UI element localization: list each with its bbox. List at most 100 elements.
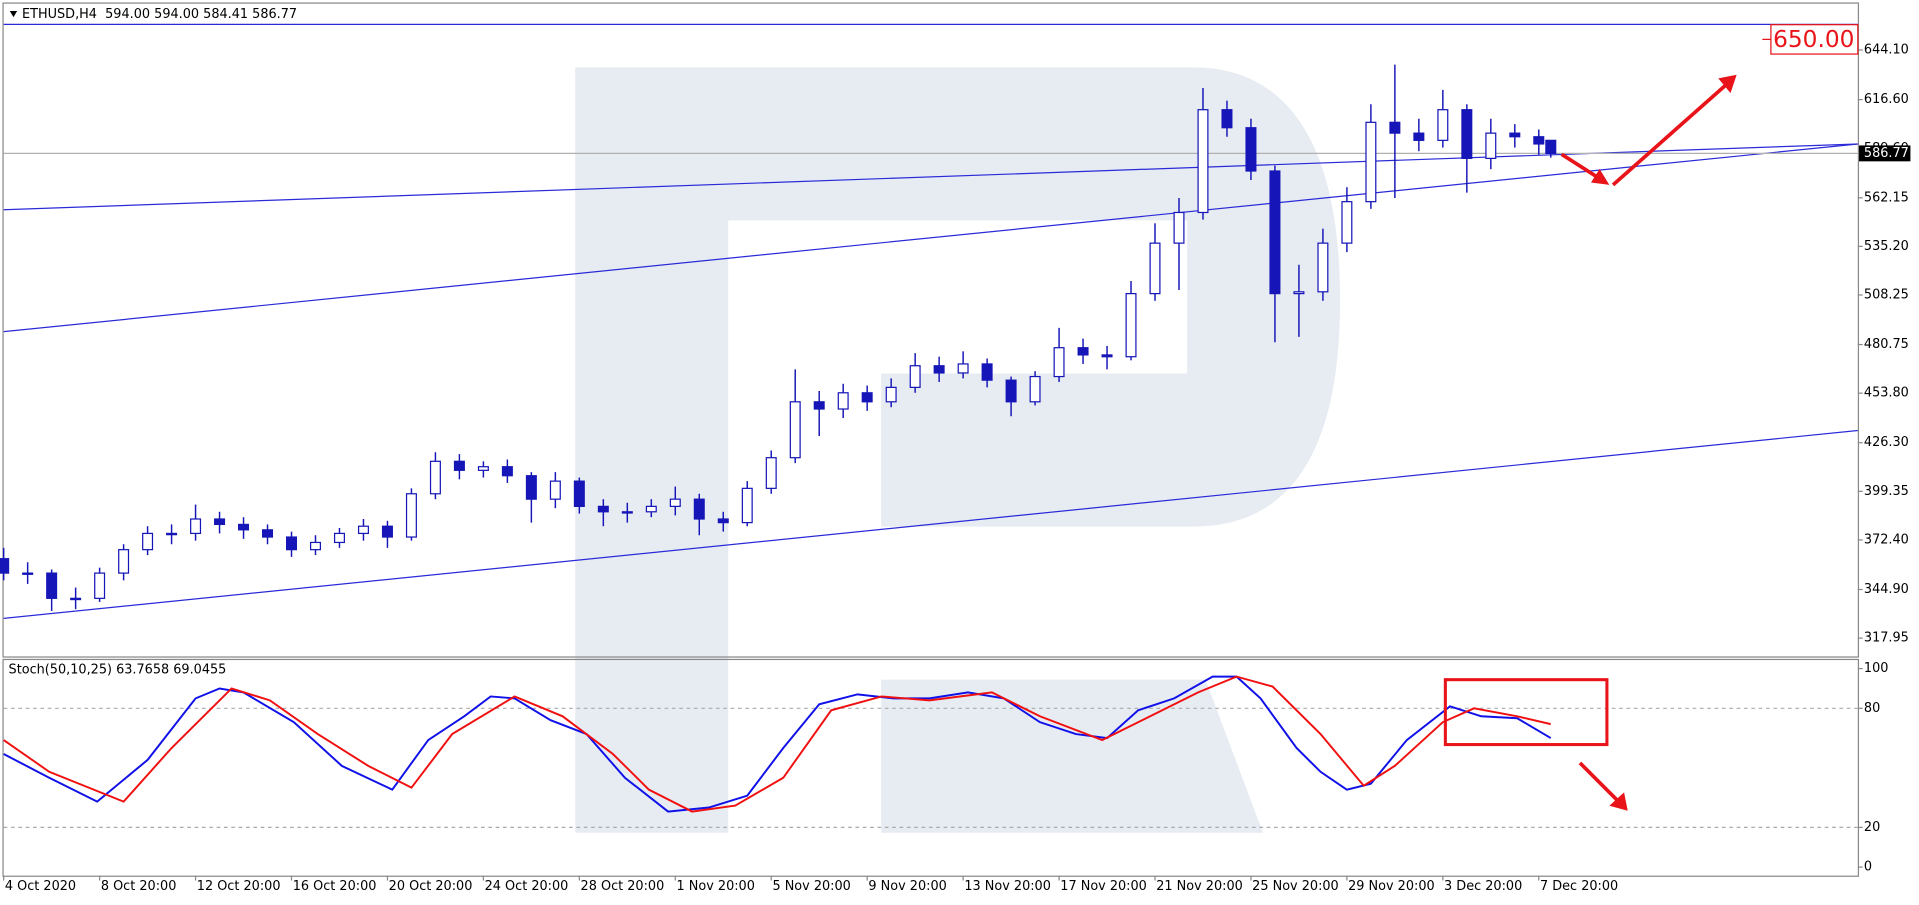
x-tick-label: 9 Nov 20:00 — [868, 879, 946, 894]
candle-body — [1509, 132, 1521, 138]
candle-body — [262, 529, 274, 538]
x-tick-label: 3 Dec 20:00 — [1444, 879, 1522, 894]
arrow-head — [1718, 74, 1737, 94]
y-tick-label: 426.30 — [1864, 435, 1909, 450]
candle-body — [1293, 291, 1305, 295]
y-tick-label: 372.40 — [1864, 532, 1909, 547]
arrow-head — [1609, 792, 1628, 811]
candle-body — [1437, 109, 1449, 141]
arrow — [1578, 761, 1625, 808]
candle-body — [1413, 132, 1425, 141]
candle-body — [1533, 136, 1545, 145]
x-tick-label: 25 Nov 20:00 — [1252, 879, 1339, 894]
candle-body — [285, 536, 298, 551]
watermark — [575, 67, 1341, 833]
candle-body — [70, 597, 82, 601]
candle-body — [429, 460, 441, 495]
candle-body — [1485, 132, 1497, 159]
last-price-box — [1859, 145, 1911, 162]
y-tick-label: 344.90 — [1864, 582, 1909, 597]
candle-body — [837, 392, 849, 410]
candle-body — [1245, 127, 1257, 172]
y-tick-label: 20 — [1864, 820, 1880, 835]
candle-body — [0, 558, 10, 574]
x-tick-label: 13 Nov 20:00 — [964, 879, 1051, 894]
candle-body — [1365, 121, 1377, 203]
candle-body — [118, 549, 130, 574]
stoch-panel-frame — [2, 658, 1860, 877]
drawings — [1443, 74, 1737, 811]
candle-body — [885, 386, 897, 403]
candle-body — [861, 392, 873, 403]
candle-body — [1077, 347, 1089, 356]
arrow-head — [1591, 168, 1610, 185]
y-tick-label: 535.20 — [1864, 239, 1909, 254]
y-tick-label: 480.75 — [1864, 337, 1909, 352]
y-tick-label: 644.10 — [1864, 43, 1909, 58]
candle-body — [1005, 379, 1017, 403]
candle-body — [309, 541, 321, 551]
channel-line — [3, 143, 1858, 211]
candle-body — [669, 498, 681, 507]
candle-body — [94, 572, 106, 599]
candle-body — [789, 401, 801, 459]
candle-body — [453, 460, 465, 471]
x-tick-label: 16 Oct 20:00 — [293, 879, 377, 894]
y-tick-label: 508.25 — [1864, 287, 1909, 302]
y-tick-label: 80 — [1864, 701, 1880, 716]
x-tick-label: 1 Nov 20:00 — [677, 879, 755, 894]
candle-body — [1197, 109, 1209, 214]
watermark-logo — [881, 679, 1264, 833]
candle-body — [717, 518, 729, 524]
stoch-line — [3, 675, 1552, 813]
candle-body — [741, 487, 753, 524]
channel-line — [3, 143, 1858, 333]
candle-body — [46, 572, 58, 599]
x-tick-label: 28 Oct 20:00 — [581, 879, 665, 894]
chart-title: ETHUSD,H4 594.00 594.00 584.41 586.77 — [22, 7, 297, 22]
candle-body — [1125, 293, 1137, 358]
candle-body — [190, 518, 202, 535]
last-price-label: 586.77 — [1864, 146, 1909, 161]
candle-body — [333, 532, 345, 544]
candle-body — [981, 363, 993, 381]
candle-body — [142, 532, 154, 551]
candle-body — [381, 525, 393, 538]
x-tick-label: 17 Nov 20:00 — [1060, 879, 1147, 894]
y-tick-label: 453.80 — [1864, 386, 1909, 401]
candle-body — [1149, 242, 1161, 295]
symbol-menu-icon — [9, 11, 18, 18]
target-box — [1770, 24, 1859, 55]
candle-body — [621, 511, 633, 514]
x-tick-label: 24 Oct 20:00 — [485, 879, 569, 894]
candle-body — [1053, 347, 1065, 378]
x-tick-label: 8 Oct 20:00 — [101, 879, 177, 894]
candle-body — [1029, 375, 1041, 403]
x-tick-label: 5 Nov 20:00 — [772, 879, 850, 894]
candle-body — [573, 480, 585, 507]
candle-body — [357, 525, 369, 535]
channel-line — [3, 429, 1858, 619]
x-tick-label: 20 Oct 20:00 — [389, 879, 473, 894]
x-tick-label: 7 Dec 20:00 — [1540, 879, 1618, 894]
y-tick-label: 562.15 — [1864, 190, 1909, 205]
candle-body — [477, 466, 489, 471]
candle-body — [645, 505, 657, 513]
y-tick-label: 100 — [1864, 661, 1889, 676]
x-tick-label: 21 Nov 20:00 — [1156, 879, 1243, 894]
indicator-title: Stoch(50,10,25) 63.7658 69.0455 — [9, 662, 227, 677]
candle-body — [1101, 354, 1113, 358]
candle-body — [909, 365, 921, 388]
candle-body — [1317, 242, 1329, 293]
arrow — [1611, 79, 1732, 187]
candle-body — [1461, 109, 1473, 159]
candle-body — [1221, 109, 1233, 129]
x-tick-label: 29 Nov 20:00 — [1348, 879, 1435, 894]
y-tick-label: 0 — [1864, 860, 1872, 875]
candle-body — [214, 518, 226, 526]
candle-body — [22, 572, 34, 575]
target-label: 650.00 — [1773, 26, 1854, 53]
plot-layer: 317.95 344.90 372.40 399.35 426.30 453.80 480.… — [0, 23, 1911, 894]
